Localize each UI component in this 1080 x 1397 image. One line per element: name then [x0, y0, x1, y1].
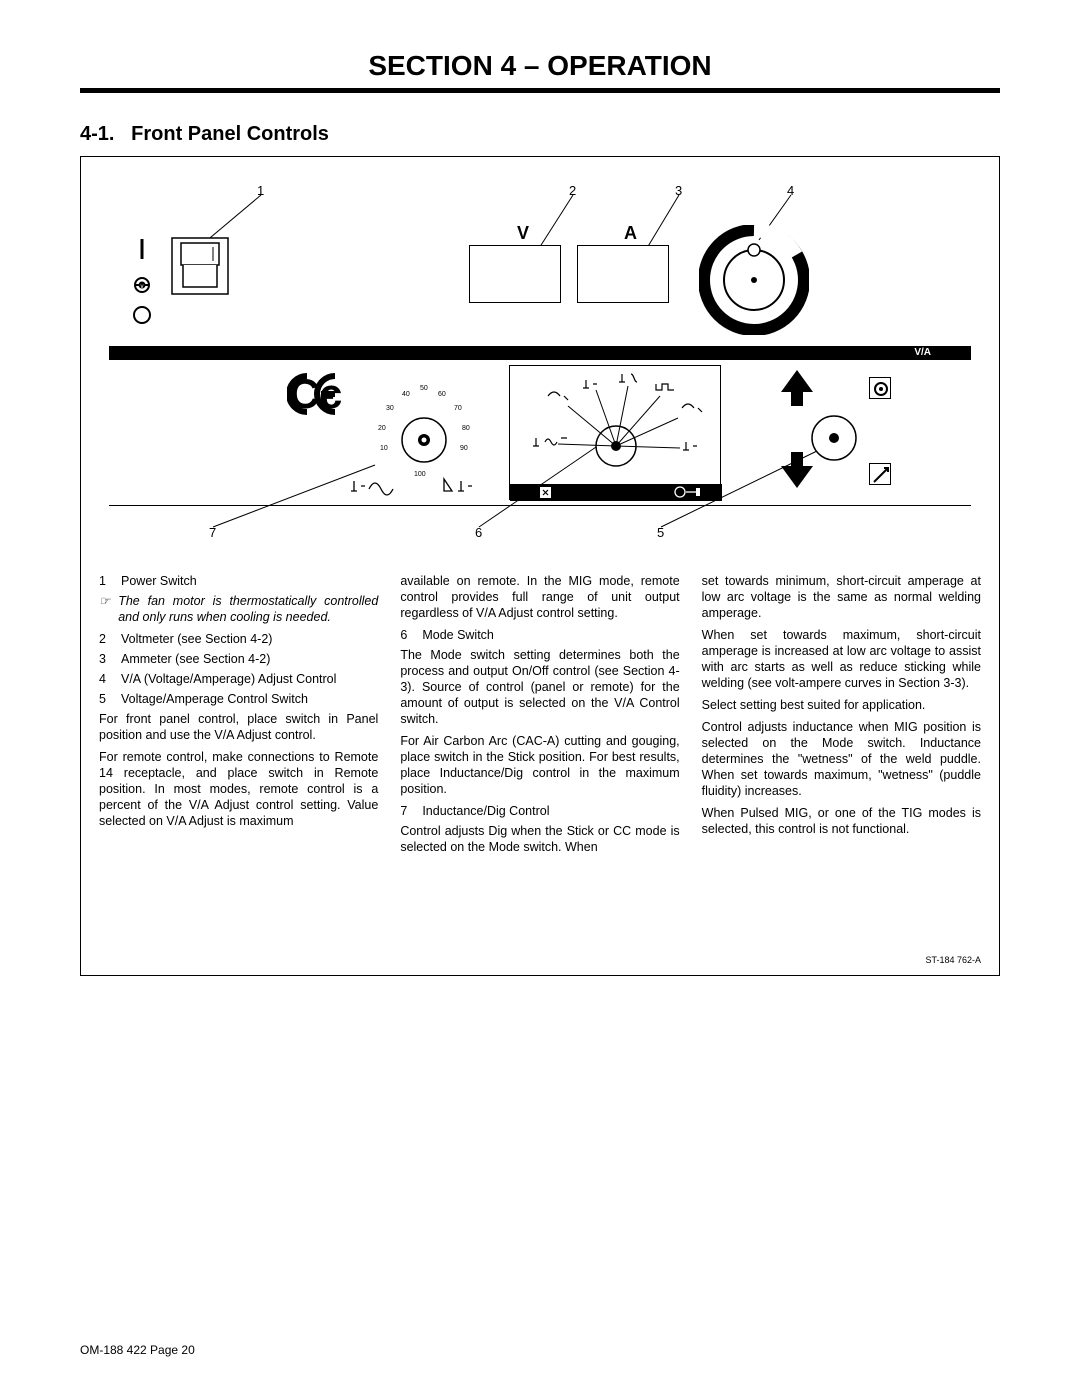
- para: For Air Carbon Arc (CAC-A) cutting and g…: [400, 733, 679, 797]
- callout-5: 5: [657, 525, 664, 540]
- item-n: 6: [400, 627, 412, 643]
- panel-diagram: 1 2 3 4 V A v: [99, 175, 981, 555]
- para: available on remote. In the MIG mode, re…: [400, 573, 679, 621]
- item-t: Mode Switch: [422, 627, 494, 643]
- tick-90: 90: [460, 445, 468, 452]
- tick-20: 20: [378, 425, 386, 432]
- fan-note: The fan motor is thermostatically contro…: [118, 593, 378, 625]
- figure-box: 1 2 3 4 V A v: [80, 156, 1000, 976]
- power-switch-icon: v: [127, 235, 157, 350]
- callout-2: 2: [569, 183, 576, 198]
- description-columns: 1 Power Switch ☞The fan motor is thermost…: [99, 573, 981, 861]
- item-t: Inductance/Dig Control: [422, 803, 549, 819]
- va-adjust-knob: [699, 225, 809, 340]
- tick-70: 70: [454, 405, 462, 412]
- para: The Mode switch setting determines both …: [400, 647, 679, 727]
- inductance-dig-dial: 10 20 30 40 50 60 70 80 90 100: [374, 385, 474, 485]
- page-footer: OM-188 422 Page 20: [80, 1343, 195, 1357]
- black-separator-strip: V/A: [109, 346, 971, 360]
- tick-30: 30: [386, 405, 394, 412]
- para: When Pulsed MIG, or one of the TIG modes…: [702, 805, 981, 837]
- ce-mark-svg: [287, 370, 347, 418]
- para: Control adjusts Dig when the Stick or CC…: [400, 823, 679, 855]
- item-t: Voltmeter (see Section 4-2): [121, 631, 272, 647]
- callout-3: 3: [675, 183, 682, 198]
- item-t: V/A (Voltage/Amperage) Adjust Control: [121, 671, 336, 687]
- panel-top: v: [109, 235, 971, 345]
- item-t: Ammeter (see Section 4-2): [121, 651, 270, 667]
- va-switch-knob: [809, 413, 859, 463]
- tick-80: 80: [462, 425, 470, 432]
- callout-7: 7: [209, 525, 216, 540]
- power-switch: [169, 235, 231, 297]
- mode-switch: [509, 365, 721, 500]
- item-n: 2: [99, 631, 111, 647]
- para: Control adjusts inductance when MIG posi…: [702, 719, 981, 799]
- item-t: Voltage/Amperage Control Switch: [121, 691, 308, 707]
- item-n: 3: [99, 651, 111, 667]
- item-n: 7: [400, 803, 412, 819]
- note-icon: ☞: [99, 593, 110, 625]
- remote-icon: [869, 463, 891, 485]
- para: For remote control, make connections to …: [99, 749, 378, 829]
- tick-50: 50: [420, 385, 428, 392]
- callout-6: 6: [475, 525, 482, 540]
- callout-4: 4: [787, 183, 794, 198]
- tick-60: 60: [438, 391, 446, 398]
- svg-text:v: v: [141, 284, 144, 290]
- column-3: set towards minimum, short-circuit amper…: [702, 573, 981, 861]
- section-title: SECTION 4 – OPERATION: [80, 50, 1000, 93]
- callout-1: 1: [257, 183, 264, 198]
- para: set towards minimum, short-circuit amper…: [702, 573, 981, 621]
- column-1: 1 Power Switch ☞The fan motor is thermost…: [99, 573, 378, 861]
- para: For front panel control, place switch in…: [99, 711, 378, 743]
- figure-reference: ST-184 762-A: [925, 955, 981, 965]
- voltmeter-display: [469, 245, 561, 303]
- subsection-name: Front Panel Controls: [131, 123, 329, 145]
- para: When set towards maximum, short-circuit …: [702, 627, 981, 691]
- column-2: available on remote. In the MIG mode, re…: [400, 573, 679, 861]
- ammeter-display: [577, 245, 669, 303]
- dig-inductance-icons: [349, 475, 489, 497]
- item-n: 4: [99, 671, 111, 687]
- va-strip-label: V/A: [914, 347, 931, 358]
- tick-10: 10: [380, 445, 388, 452]
- tick-40: 40: [402, 391, 410, 398]
- item-t: Power Switch: [121, 573, 197, 589]
- item-n: 5: [99, 691, 111, 707]
- subsection-num: 4-1.: [80, 123, 114, 145]
- subsection-title: 4-1. Front Panel Controls: [80, 123, 1000, 146]
- panel-icon: [869, 377, 891, 399]
- item-n: 1: [99, 573, 111, 589]
- para: Select setting best suited for applicati…: [702, 697, 981, 713]
